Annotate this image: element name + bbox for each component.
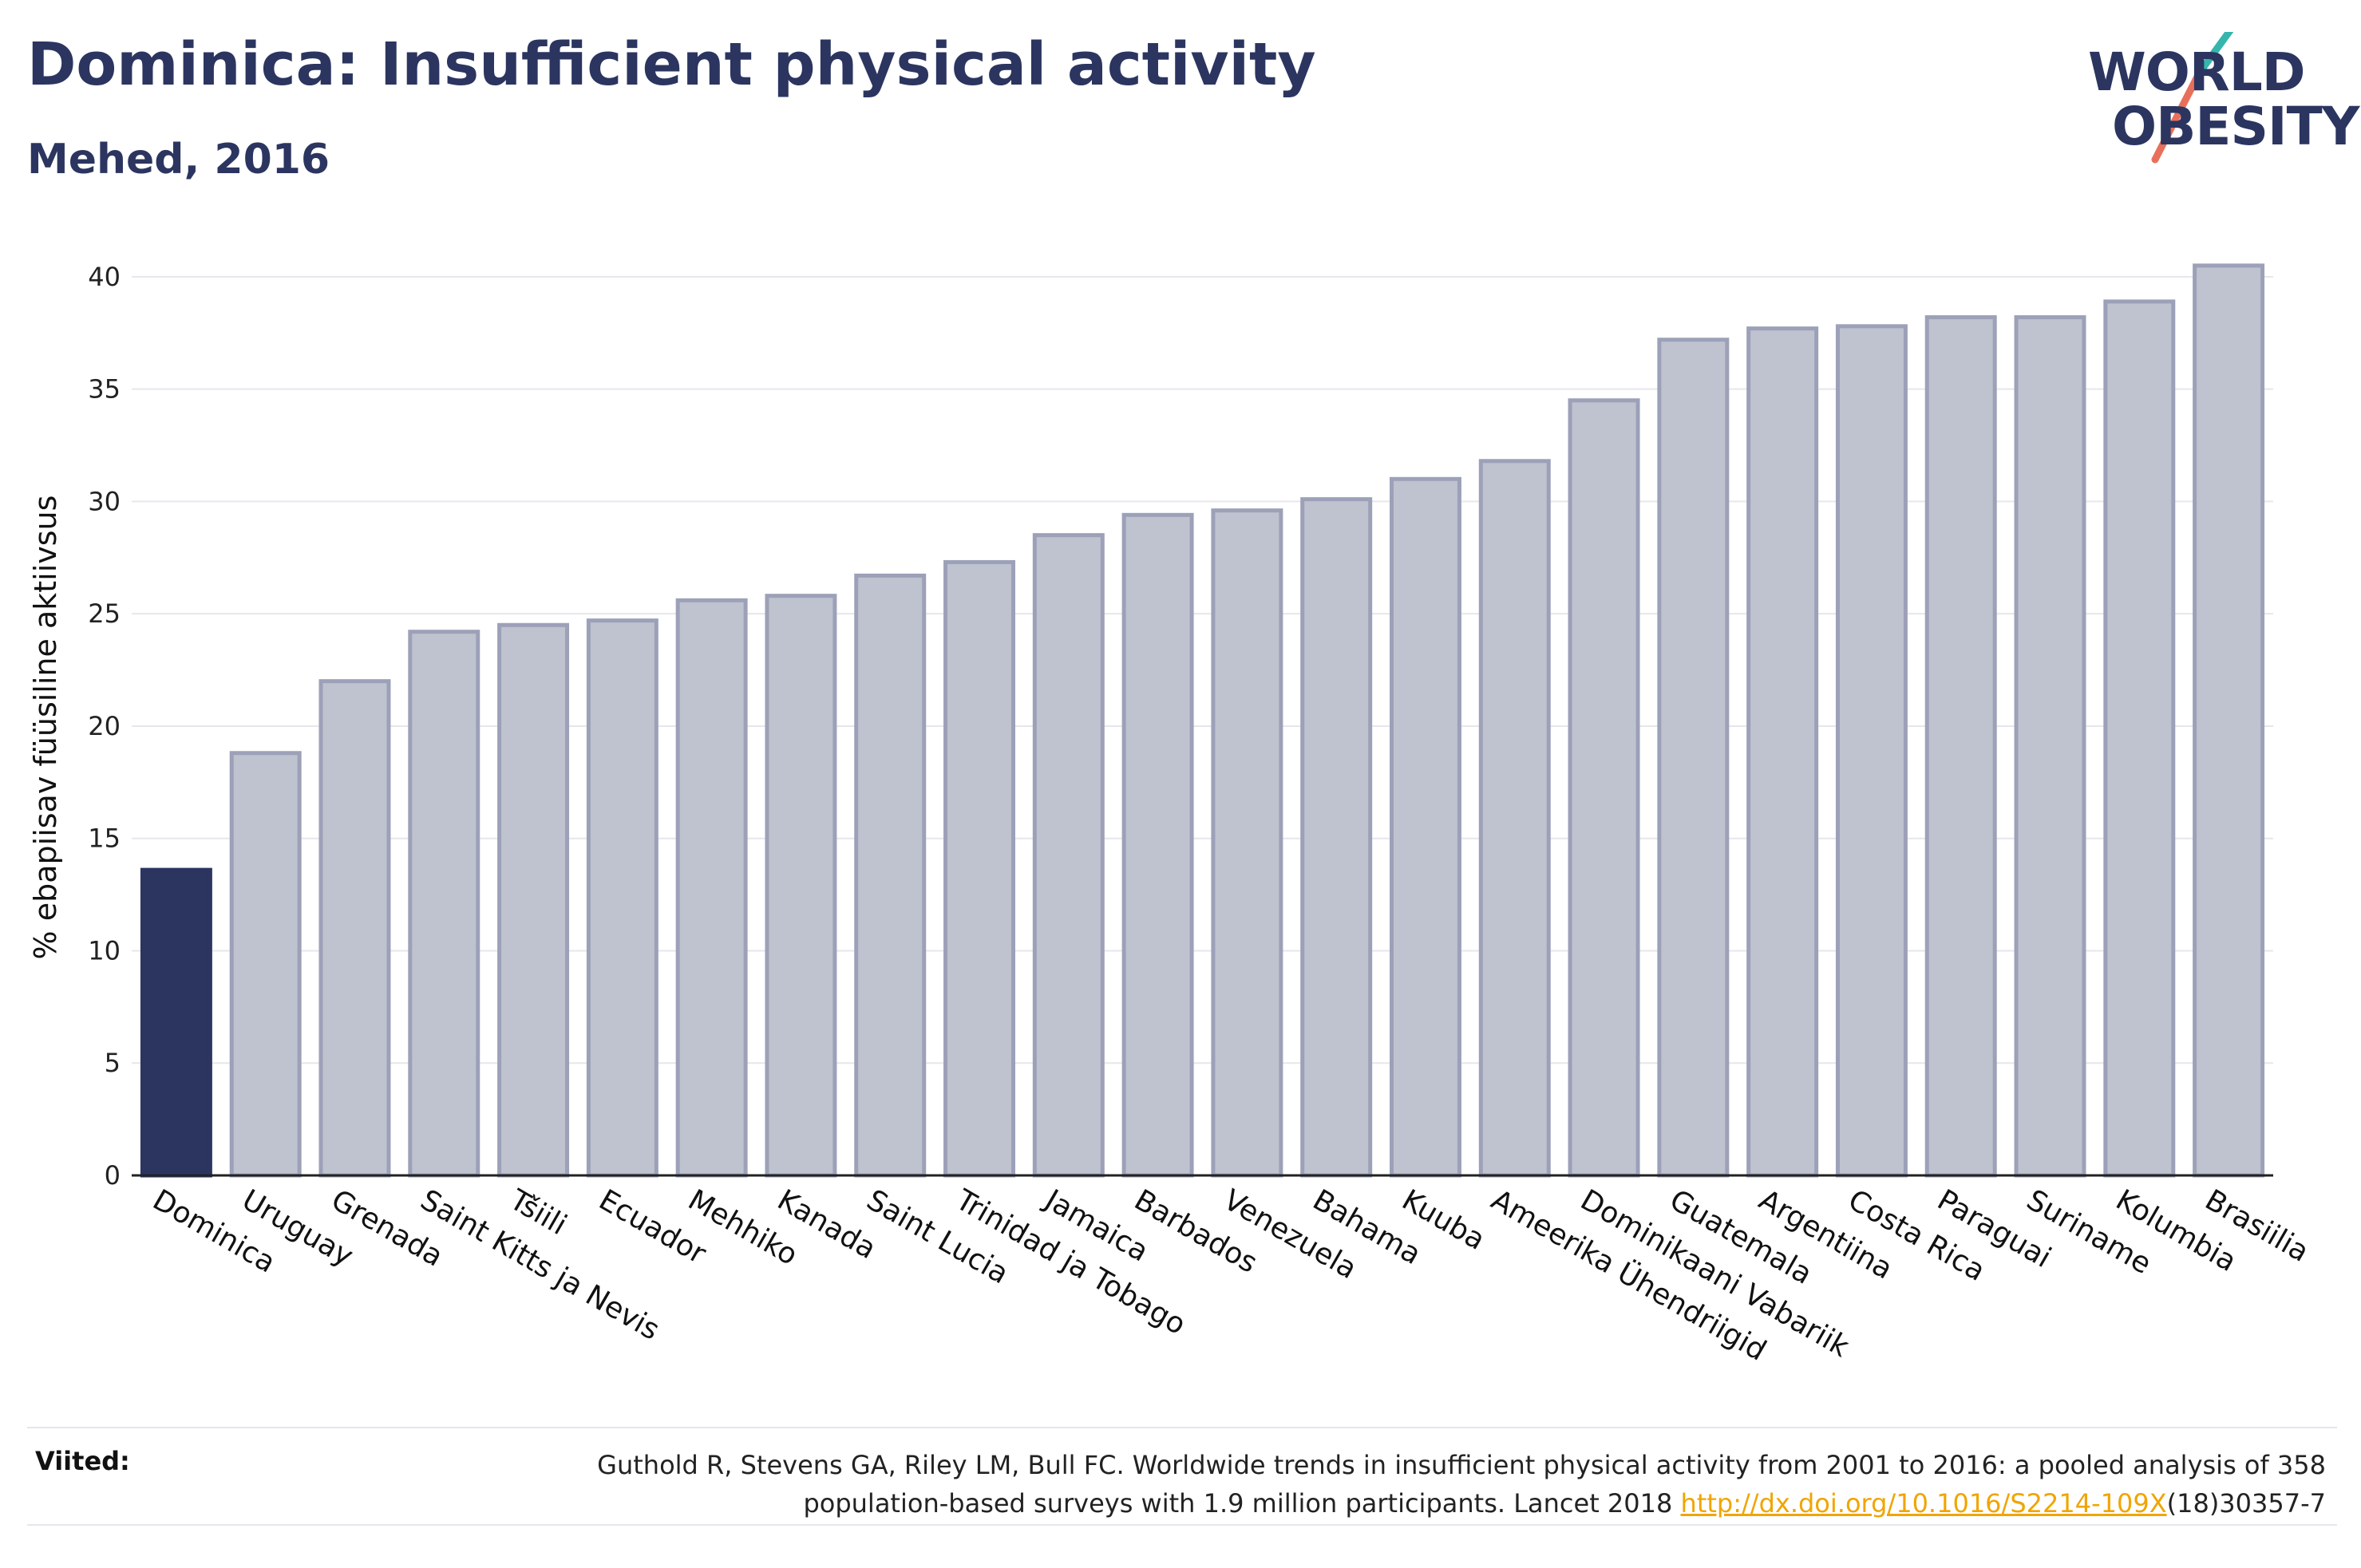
doi-link[interactable]: http://dx.doi.org/10.1016/S2214-109X [1680,1488,2167,1519]
y-tick-label: 5 [105,1048,121,1078]
bar-ecuador [586,618,658,1178]
footer-divider-top [27,1427,2337,1428]
bar-t-iili [497,622,570,1178]
bar-suriname [2014,315,2086,1178]
page-subtitle: Mehed, 2016 [27,136,330,184]
bar-saint-lucia [854,573,927,1178]
bar-venezuela [1211,508,1283,1178]
bar-dominikaani-vabariik [1568,398,1640,1178]
references-text: Guthold R, Stevens GA, Riley LM, Bull FC… [490,1446,2326,1523]
bar-barbados [1121,512,1194,1178]
bar-uruguay [229,751,302,1178]
references-label: Viited: [35,1446,130,1476]
page-title: Dominica: Insufficient physical activity [27,30,1316,99]
bar-chart: 0 5 10 15 20 25 30 35 40 % ebapiisav füüsiline ak… [28,262,2314,1368]
y-tick-label: 40 [88,262,121,292]
bar-kuuba [1389,476,1461,1178]
y-tick-label: 25 [88,598,121,629]
bar-grenada [318,679,391,1178]
bar-ameerika-hendriigid [1478,459,1551,1178]
y-tick-label: 0 [105,1160,121,1191]
y-tick-label: 10 [88,935,121,966]
y-tick-label: 35 [88,374,121,405]
bar-argentiina [1746,326,1819,1178]
bar-trinidad-ja-tobago [943,559,1016,1178]
bar-costa-rica [1835,324,1908,1178]
world-obesity-logo: WORLD OBESITY [2075,32,2359,168]
bar-kolumbia [2103,299,2176,1178]
bar-jamaica [1032,533,1105,1178]
bar-brasiilia [2193,263,2265,1178]
bar-kanada [765,594,837,1178]
bar-bahama [1300,497,1373,1178]
y-tick-label: 30 [88,486,121,516]
logo-slash-icon [2151,32,2234,164]
reference-line-2-suffix: (18)30357-7 [2166,1488,2326,1519]
logo-line-1: WORLD [2088,41,2306,103]
bar-paraguai [1924,315,1997,1178]
bar-mehhiko [675,598,748,1178]
reference-line-2: population-based surveys with 1.9 millio… [803,1488,1681,1519]
bar-dominica [140,867,212,1178]
reference-line-1: Guthold R, Stevens GA, Riley LM, Bull FC… [597,1450,2326,1480]
logo-line-2: OBESITY [2112,96,2359,157]
footer-divider-bottom [27,1524,2337,1526]
y-tick-label: 15 [88,823,121,854]
bar-guatemala [1657,338,1730,1178]
y-axis-title: % ebapiisav füüsiline aktiivsus [28,496,63,960]
bar-saint-kitts-ja-nevis [408,630,481,1178]
y-tick-label: 20 [88,711,121,741]
